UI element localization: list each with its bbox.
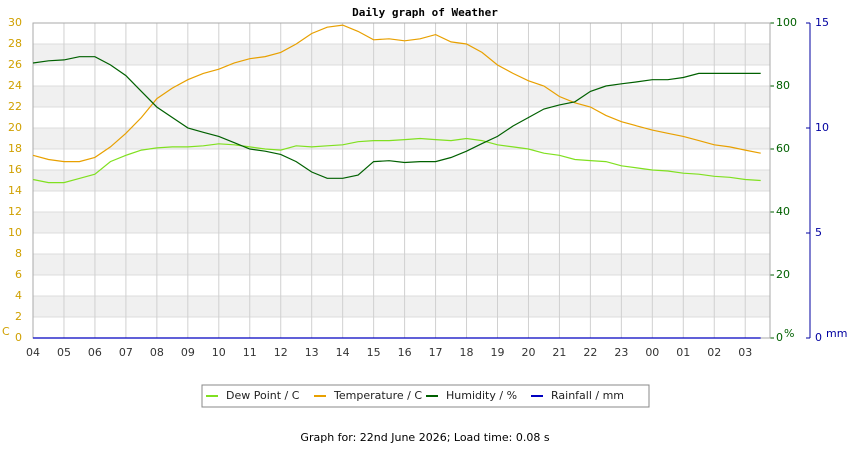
x-tick-label: 17 bbox=[429, 346, 443, 359]
x-tick-label: 14 bbox=[336, 346, 350, 359]
x-tick-label: 05 bbox=[57, 346, 71, 359]
x-tick-label: 21 bbox=[552, 346, 566, 359]
grid-band bbox=[33, 254, 770, 275]
y-tick-label: 28 bbox=[8, 37, 22, 50]
x-tick-label: 06 bbox=[88, 346, 102, 359]
grid-band bbox=[33, 212, 770, 233]
x-tick-label: 18 bbox=[460, 346, 474, 359]
plot-background bbox=[32, 22, 770, 339]
y-tick-label: 0 bbox=[15, 331, 22, 344]
y2-tick-label: 60 bbox=[776, 142, 790, 155]
y-tick-label: 4 bbox=[15, 289, 22, 302]
grid-band bbox=[33, 23, 770, 44]
y-tick-label: 10 bbox=[8, 226, 22, 239]
legend-label: Humidity / % bbox=[446, 389, 517, 402]
grid-band bbox=[33, 296, 770, 317]
y-tick-label: 6 bbox=[15, 268, 22, 281]
x-tick-label: 00 bbox=[645, 346, 659, 359]
y3-tick-label: 10 bbox=[815, 121, 829, 134]
y-tick-label: 2 bbox=[15, 310, 22, 323]
legend-label: Dew Point / C bbox=[226, 389, 300, 402]
footer: Graph for: 22nd June 2026; Load time: 0.… bbox=[300, 431, 549, 444]
y-tick-label: 8 bbox=[15, 247, 22, 260]
y2-tick-label: 80 bbox=[776, 79, 790, 92]
x-tick-label: 02 bbox=[707, 346, 721, 359]
grid-band bbox=[33, 65, 770, 86]
x-tick-label: 23 bbox=[614, 346, 628, 359]
x-tick-label: 13 bbox=[305, 346, 319, 359]
x-tick-label: 04 bbox=[26, 346, 40, 359]
x-tick-label: 07 bbox=[119, 346, 133, 359]
grid-band bbox=[33, 86, 770, 107]
x-tick-label: 16 bbox=[398, 346, 412, 359]
x-tick-label: 20 bbox=[521, 346, 535, 359]
grid-band bbox=[33, 170, 770, 191]
y-tick-label: 16 bbox=[8, 163, 22, 176]
x-tick-label: 03 bbox=[738, 346, 752, 359]
grid-band bbox=[33, 149, 770, 170]
y-tick-label: 18 bbox=[8, 142, 22, 155]
y3-axis-label: mm bbox=[826, 327, 847, 340]
y-tick-label: 26 bbox=[8, 58, 22, 71]
y-tick-label: 20 bbox=[8, 121, 22, 134]
x-tick-label: 10 bbox=[212, 346, 226, 359]
x-tick-label: 19 bbox=[490, 346, 504, 359]
legend-label: Temperature / C bbox=[333, 389, 422, 402]
x-tick-label: 22 bbox=[583, 346, 597, 359]
legend-box bbox=[201, 384, 650, 408]
series-line bbox=[32, 56, 761, 179]
y-tick-label: 14 bbox=[8, 184, 22, 197]
series-line bbox=[32, 24, 761, 163]
y2-tick-label: 20 bbox=[776, 268, 790, 281]
y2-tick-label: 0 bbox=[776, 331, 783, 344]
x-tick-label: 08 bbox=[150, 346, 164, 359]
y2-axis-label: % bbox=[784, 327, 794, 340]
legend-label: Rainfall / mm bbox=[551, 389, 624, 402]
series-line bbox=[32, 137, 761, 184]
grid-band bbox=[33, 275, 770, 296]
grid-band bbox=[33, 233, 770, 254]
x-tick-label: 12 bbox=[274, 346, 288, 359]
y-axis-label: C bbox=[2, 325, 10, 338]
grid-band bbox=[33, 191, 770, 212]
y3-tick-label: 15 bbox=[815, 16, 829, 29]
x-tick-label: 01 bbox=[676, 346, 690, 359]
y-tick-label: 12 bbox=[8, 205, 22, 218]
grid-band bbox=[33, 44, 770, 65]
y-tick-label: 30 bbox=[8, 16, 22, 29]
grid-band bbox=[33, 317, 770, 338]
x-tick-label: 09 bbox=[181, 346, 195, 359]
y2-tick-label: 40 bbox=[776, 205, 790, 218]
x-tick-label: 11 bbox=[243, 346, 257, 359]
y3-tick-label: 5 bbox=[815, 226, 822, 239]
y2-tick-label: 100 bbox=[776, 16, 797, 29]
y3-tick-label: 0 bbox=[815, 331, 822, 344]
x-tick-label: 15 bbox=[367, 346, 381, 359]
chart-title: Daily graph of Weather bbox=[352, 6, 498, 19]
grid-band bbox=[33, 107, 770, 128]
y-tick-label: 22 bbox=[8, 100, 22, 113]
y-tick-label: 24 bbox=[8, 79, 22, 92]
